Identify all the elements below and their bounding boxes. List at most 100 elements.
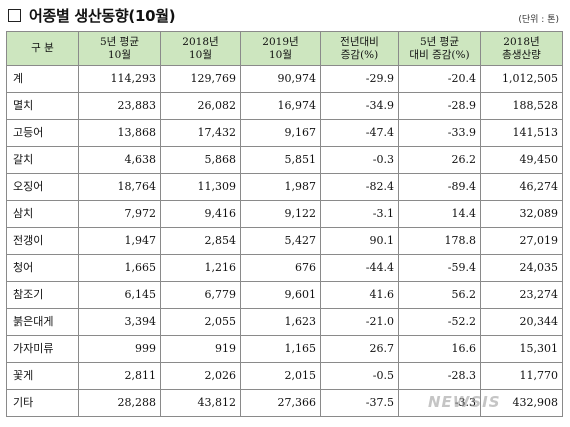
row-value-cell: 3,394	[78, 308, 161, 336]
row-value-cell: -28.9	[398, 92, 481, 120]
row-value-cell: 23,883	[78, 92, 161, 120]
row-value-cell: 919	[160, 335, 241, 363]
row-value-cell: 18,764	[78, 173, 161, 201]
production-table: 구 분 5년 평균 10월 2018년 10월 2019년 10월 전년대비 증감(%)…	[6, 31, 563, 417]
row-value-cell: 6,145	[78, 281, 161, 309]
row-value-cell: 27,019	[480, 227, 563, 255]
row-value-cell: 2,811	[78, 362, 161, 390]
row-value-cell: 5,868	[160, 146, 241, 174]
watermark-logo: NEWSIS	[428, 393, 501, 411]
row-value-cell: -59.4	[398, 254, 481, 282]
row-value-cell: 15,301	[480, 335, 563, 363]
table-row: 꽃게 2,811 2,026 2,015 -0.5 -28.3 11,770	[6, 362, 563, 390]
row-value-cell: -29.9	[320, 65, 399, 93]
row-value-cell: 141,513	[480, 119, 563, 147]
row-value-cell: 11,770	[480, 362, 563, 390]
row-value-cell: 49,450	[480, 146, 563, 174]
row-value-cell: 23,274	[480, 281, 563, 309]
row-value-cell: -0.5	[320, 362, 399, 390]
row-value-cell: 41.6	[320, 281, 399, 309]
row-value-cell: 1,012,505	[480, 65, 563, 93]
row-value-cell: 676	[240, 254, 321, 282]
header-2018-total: 2018년 총생산량	[480, 31, 563, 66]
row-value-cell: 24,035	[480, 254, 563, 282]
table-row: 갈치 4,638 5,868 5,851 -0.3 26.2 49,450	[6, 146, 563, 174]
title-row: 어종별 생산동향(10월) (단위 : 톤)	[8, 5, 563, 29]
row-value-cell: 188,528	[480, 92, 563, 120]
row-value-cell: -28.3	[398, 362, 481, 390]
row-value-cell: 2,055	[160, 308, 241, 336]
table-row: 삼치 7,972 9,416 9,122 -3.1 14.4 32,089	[6, 200, 563, 228]
row-value-cell: 56.2	[398, 281, 481, 309]
row-value-cell: 46,274	[480, 173, 563, 201]
row-value-cell: 9,122	[240, 200, 321, 228]
row-value-cell: 178.8	[398, 227, 481, 255]
row-category-cell: 전갱이	[6, 227, 79, 255]
table-row: 전갱이 1,947 2,854 5,427 90.1 178.8 27,019	[6, 227, 563, 255]
row-category-cell: 갈치	[6, 146, 79, 174]
row-value-cell: 9,167	[240, 119, 321, 147]
row-value-cell: 5,427	[240, 227, 321, 255]
row-value-cell: 43,812	[160, 389, 241, 417]
row-value-cell: 4,638	[78, 146, 161, 174]
row-value-cell: -33.9	[398, 119, 481, 147]
row-value-cell: 1,665	[78, 254, 161, 282]
row-value-cell: 1,216	[160, 254, 241, 282]
row-value-cell: 432,908	[480, 389, 563, 417]
row-value-cell: 90,974	[240, 65, 321, 93]
row-value-cell: -82.4	[320, 173, 399, 201]
row-value-cell: -44.4	[320, 254, 399, 282]
row-value-cell: 2,015	[240, 362, 321, 390]
row-value-cell: -52.2	[398, 308, 481, 336]
row-value-cell: 26.2	[398, 146, 481, 174]
row-value-cell: 11,309	[160, 173, 241, 201]
row-category-cell: 참조기	[6, 281, 79, 309]
table-row: 고등어 13,868 17,432 9,167 -47.4 -33.9 141,513	[6, 119, 563, 147]
row-value-cell: 1,987	[240, 173, 321, 201]
table-row: 참조기 6,145 6,779 9,601 41.6 56.2 23,274	[6, 281, 563, 309]
row-value-cell: -89.4	[398, 173, 481, 201]
header-vs-5yr-change: 5년 평균 대비 증감(%)	[398, 31, 481, 66]
row-value-cell: 7,972	[78, 200, 161, 228]
unit-label: (단위 : 톤)	[518, 15, 559, 25]
table-row: 붉은대게 3,394 2,055 1,623 -21.0 -52.2 20,344	[6, 308, 563, 336]
row-value-cell: 20,344	[480, 308, 563, 336]
row-value-cell: 129,769	[160, 65, 241, 93]
row-value-cell: 13,868	[78, 119, 161, 147]
row-value-cell: 2,026	[160, 362, 241, 390]
row-value-cell: 90.1	[320, 227, 399, 255]
table-header-row: 구 분 5년 평균 10월 2018년 10월 2019년 10월 전년대비 증감(%)…	[6, 31, 563, 66]
row-value-cell: 999	[78, 335, 161, 363]
header-category: 구 분	[6, 31, 79, 66]
row-category-cell: 멸치	[6, 92, 79, 120]
header-2018-oct: 2018년 10월	[160, 31, 241, 66]
row-category-cell: 청어	[6, 254, 79, 282]
row-value-cell: 1,623	[240, 308, 321, 336]
row-value-cell: 26.7	[320, 335, 399, 363]
row-value-cell: -34.9	[320, 92, 399, 120]
row-value-cell: 27,366	[240, 389, 321, 417]
row-category-cell: 가자미류	[6, 335, 79, 363]
row-value-cell: 28,288	[78, 389, 161, 417]
row-value-cell: -3.1	[320, 200, 399, 228]
row-value-cell: -20.4	[398, 65, 481, 93]
table-row: 오징어 18,764 11,309 1,987 -82.4 -89.4 46,274	[6, 173, 563, 201]
row-category-cell: 계	[6, 65, 79, 93]
row-value-cell: 2,854	[160, 227, 241, 255]
row-category-cell: 기타	[6, 389, 79, 417]
row-value-cell: 5,851	[240, 146, 321, 174]
row-category-cell: 고등어	[6, 119, 79, 147]
header-5yr-avg: 5년 평균 10월	[78, 31, 161, 66]
page-title: 어종별 생산동향(10월)	[29, 7, 176, 25]
row-value-cell: 1,165	[240, 335, 321, 363]
row-value-cell: 9,416	[160, 200, 241, 228]
table-row: 기타 28,288 43,812 27,366 -37.5 -3.3 432,908	[6, 389, 563, 417]
row-value-cell: 26,082	[160, 92, 241, 120]
checkbox-square-icon	[8, 9, 21, 22]
header-yoy-change: 전년대비 증감(%)	[320, 31, 399, 66]
row-value-cell: -21.0	[320, 308, 399, 336]
row-value-cell: 14.4	[398, 200, 481, 228]
row-value-cell: 16,974	[240, 92, 321, 120]
row-value-cell: 9,601	[240, 281, 321, 309]
header-2019-oct: 2019년 10월	[240, 31, 321, 66]
